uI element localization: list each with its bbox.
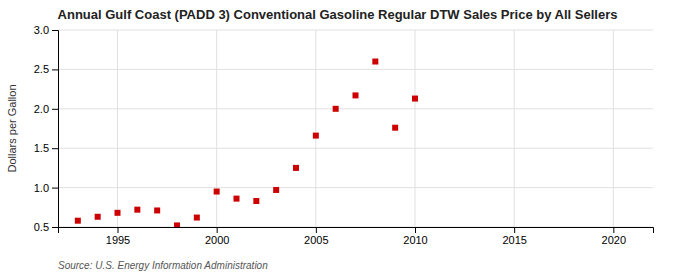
tick-mark <box>415 227 416 233</box>
tick-label: 1995 <box>106 234 130 246</box>
tick-mark <box>316 227 317 233</box>
points <box>75 59 418 227</box>
tick-label: 1.0 <box>34 182 49 194</box>
point <box>174 222 180 227</box>
point <box>75 218 81 224</box>
point <box>313 133 319 139</box>
tick-label: 2010 <box>403 234 427 246</box>
point <box>412 96 418 102</box>
grid-line <box>514 30 515 227</box>
tick-label: 0.5 <box>34 221 49 233</box>
tick-label: 2020 <box>602 234 626 246</box>
y-grid <box>58 30 653 227</box>
tick-label: 1.5 <box>34 142 49 154</box>
tick-label: 2000 <box>205 234 229 246</box>
grid-line <box>415 30 416 227</box>
grid-line <box>58 69 653 70</box>
point <box>194 215 200 221</box>
tick-label: 2.5 <box>34 63 49 75</box>
grid-line <box>58 187 653 188</box>
point <box>353 92 359 98</box>
point <box>95 214 101 220</box>
chart: 1995 2000 2005 2010 2015 2020 0.5 1.0 1.5 2.0 2.5 3… <box>0 0 675 275</box>
axis-line <box>59 228 654 234</box>
tick-mark <box>52 227 58 228</box>
tick: 3.0 <box>34 24 58 36</box>
tick: 2010 <box>403 227 427 246</box>
grid-line <box>117 30 118 227</box>
tick: 2.5 <box>34 63 58 75</box>
tick-label: 2.0 <box>34 103 49 115</box>
tick-mark <box>52 148 58 149</box>
tick-mark <box>217 227 218 233</box>
title: Annual Gulf Coast (PADD 3) Conventional … <box>58 7 618 22</box>
tick: 2.0 <box>34 103 58 115</box>
tick-label: 3.0 <box>34 24 49 36</box>
tick: 0.5 <box>34 221 58 233</box>
point <box>333 106 339 112</box>
x-axis: 1995 2000 2005 2010 2015 2020 <box>59 227 654 246</box>
tick-mark <box>52 30 58 31</box>
grid-line <box>58 148 653 149</box>
tick-mark <box>514 227 515 233</box>
tick-label: 2005 <box>304 234 328 246</box>
axis-line <box>52 31 59 228</box>
tick-label: 2015 <box>502 234 526 246</box>
point <box>273 187 279 193</box>
grid-line <box>58 30 653 31</box>
x-grid <box>118 30 614 227</box>
point <box>392 125 398 131</box>
point <box>234 196 240 202</box>
point <box>214 189 220 195</box>
grid-line <box>58 108 653 109</box>
y-axis-label: Dollars per Gallon <box>6 84 18 172</box>
tick: 2005 <box>304 227 328 246</box>
tick-mark <box>52 69 58 70</box>
grid-line <box>613 30 614 227</box>
tick: 2020 <box>602 227 626 246</box>
point <box>115 210 121 216</box>
tick: 1.0 <box>34 182 58 194</box>
tick: 1995 <box>106 227 130 246</box>
plot-area: 1995 2000 2005 2010 2015 2020 0.5 1.0 1.5 2.0 2.5 3… <box>34 24 654 246</box>
tick: 1.5 <box>34 142 58 154</box>
grid-line <box>315 30 316 227</box>
y-axis: 0.5 1.0 1.5 2.0 2.5 3.0 <box>34 24 59 233</box>
annotation: Source: U.S. Energy Information Administ… <box>58 260 268 271</box>
tick: 2015 <box>502 227 526 246</box>
point <box>253 198 259 204</box>
tick-mark <box>613 227 614 233</box>
tick-mark <box>52 188 58 189</box>
tick: 2000 <box>205 227 229 246</box>
grid-line <box>216 30 217 227</box>
point <box>134 207 140 213</box>
tick-mark <box>118 227 119 233</box>
point <box>372 59 378 65</box>
point <box>154 207 160 213</box>
point <box>293 165 299 171</box>
tick-mark <box>52 109 58 110</box>
